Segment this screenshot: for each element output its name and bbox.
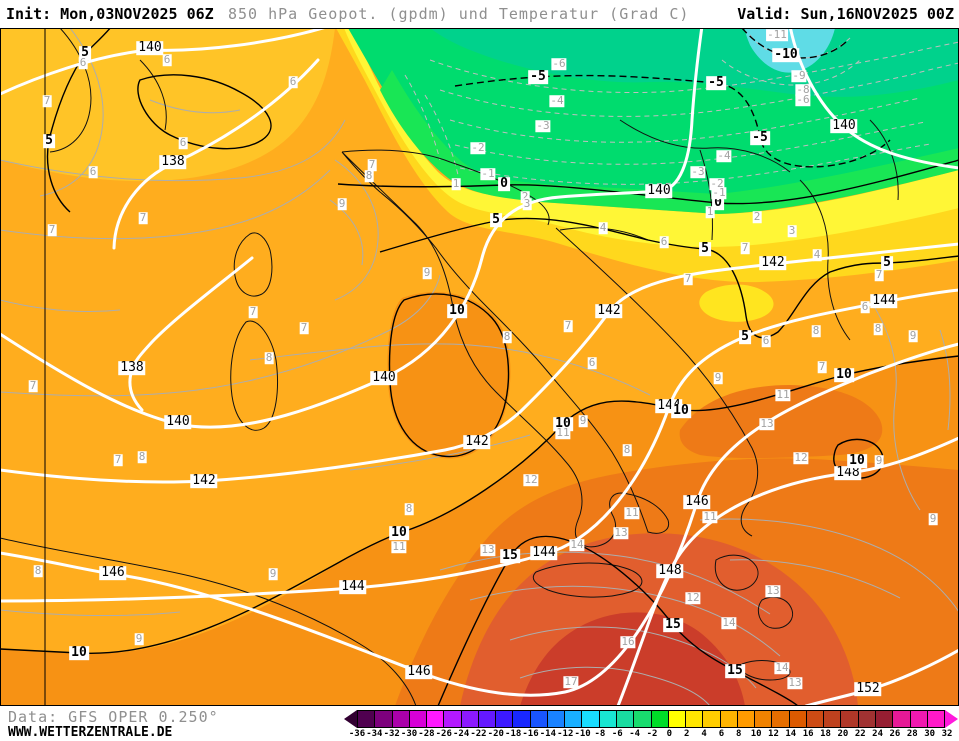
colorbar-cell (547, 711, 566, 727)
colorbar-tick-label: 30 (924, 729, 936, 739)
colorbar-cell (668, 711, 687, 727)
colorbar-tick-label: 4 (701, 729, 707, 739)
colorbar-tick-label: 0 (666, 729, 673, 739)
colorbar-cell (461, 711, 479, 727)
colorbar-cell (409, 711, 428, 727)
valid-time-label: Valid: Sun,16NOV2025 00Z (737, 5, 954, 23)
colorbar-tick-label: 10 (750, 729, 762, 739)
colorbar-cell (686, 711, 704, 727)
colorbar-tick-label: -22 (470, 729, 487, 739)
colorbar-tick-label: 26 (889, 729, 901, 739)
colorbar-tick-label: -26 (435, 729, 452, 739)
chart-title: 850 hPa Geopot. (gpdm) und Temperatur (G… (228, 5, 690, 23)
colorbar-cell (927, 711, 945, 727)
colorbar-tick-label: -34 (366, 729, 383, 739)
colorbar-right-arrow-icon (945, 710, 958, 728)
colorbar-tick-label: -20 (487, 729, 504, 739)
colorbar-cell (806, 711, 825, 727)
colorbar-cell (634, 711, 652, 727)
colorbar-cell (358, 711, 376, 727)
colorbar-cell (893, 711, 911, 727)
colorbar-cell (651, 711, 669, 727)
temperature-colorbar: -36 -34 -32 -30 -28 -26 -24 -22 -20 -18 -16 -14 -12-… (344, 710, 958, 740)
colorbar-tick-label: 14 (785, 729, 797, 739)
colorbar-cell (582, 711, 600, 727)
colorbar-cell (858, 711, 876, 727)
colorbar-cell (616, 711, 635, 727)
colorbar-cell (530, 711, 548, 727)
colorbar-row (344, 710, 958, 728)
colorbar-tick-label: -4 (629, 729, 641, 739)
colorbar-cell (772, 711, 790, 727)
colorbar-cells (357, 710, 945, 728)
data-source-label: Data: GFS OPER 0.250° (8, 708, 219, 726)
temperature-fill-regions (0, 28, 959, 706)
colorbar-cell (910, 711, 928, 727)
colorbar-tick-label: -16 (522, 729, 539, 739)
colorbar-tick-label: 24 (872, 729, 883, 739)
colorbar-cell (737, 711, 756, 727)
colorbar-tick-label: 2 (683, 729, 690, 739)
colorbar-tick-label: -2 (646, 729, 658, 739)
colorbar-left-arrow-icon (344, 710, 357, 728)
colorbar-cell (513, 711, 531, 727)
colorbar-tick-label: 18 (820, 729, 831, 739)
colorbar-cell (496, 711, 514, 727)
chart-footer: Data: GFS OPER 0.250° WWW.WETTERZENTRALE… (0, 706, 959, 741)
colorbar-tick-label: -12 (557, 729, 574, 739)
colorbar-cell (565, 711, 583, 727)
colorbar-cell (444, 711, 462, 727)
colorbar-tick-label: -28 (418, 729, 435, 739)
weather-map (0, 28, 959, 706)
colorbar-tick-label: -14 (539, 729, 557, 739)
colorbar-tick-label: -10 (574, 729, 591, 739)
weather-map-canvas (0, 28, 959, 706)
colorbar-cell (824, 711, 842, 727)
colorbar-cell (478, 711, 497, 727)
colorbar-tick-label: 22 (854, 729, 866, 739)
geopotential-contours (0, 28, 959, 706)
colorbar-cell (841, 711, 859, 727)
colorbar-cell (755, 711, 773, 727)
colorbar-tick-label: 28 (906, 729, 918, 739)
colorbar-tick-label: -6 (611, 729, 623, 739)
website-label: WWW.WETTERZENTRALE.DE (8, 725, 173, 740)
colorbar-tick-label: -36 (348, 729, 366, 739)
colorbar-cell (789, 711, 807, 727)
colorbar-tick-label: 16 (802, 729, 814, 739)
colorbar-tick-label: 6 (718, 729, 725, 739)
colorbar-tick-label: 20 (837, 729, 849, 739)
colorbar-cell (599, 711, 617, 727)
colorbar-cell (427, 711, 445, 727)
colorbar-tick-label: -18 (505, 729, 522, 739)
colorbar-tick-label: -30 (400, 729, 418, 739)
colorbar-tick-label: 32 (941, 729, 953, 739)
colorbar-tick-label: -24 (452, 729, 470, 739)
colorbar-tick-label: -32 (383, 729, 400, 739)
colorbar-tick-label: 12 (768, 729, 779, 739)
colorbar-tick-label: 8 (736, 729, 742, 739)
colorbar-tick-label: -8 (594, 729, 606, 739)
colorbar-cell (703, 711, 721, 727)
colorbar-tick-labels: -36 -34 -32 -30 -28 -26 -24 -22 -20 -18 -16 -14 -12-… (349, 729, 953, 740)
colorbar-cell (875, 711, 894, 727)
init-time-label: Init: Mon,03NOV2025 06Z (6, 5, 214, 23)
colorbar-cell (720, 711, 738, 727)
chart-header: Init: Mon,03NOV2025 06Z 850 hPa Geopot. … (0, 0, 959, 28)
colorbar-cell (392, 711, 410, 727)
colorbar-cell (375, 711, 393, 727)
